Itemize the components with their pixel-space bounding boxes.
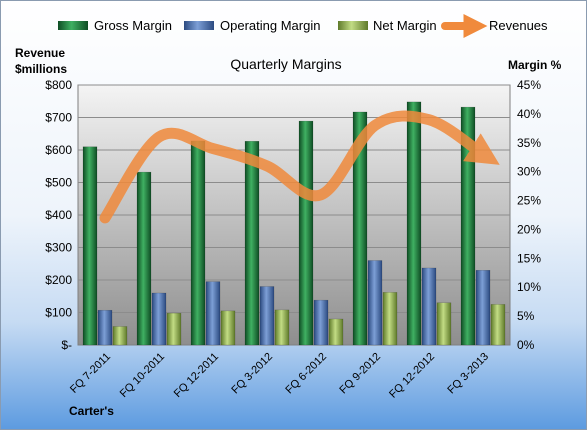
legend-swatch-net-margin (338, 21, 368, 30)
gross-margin-bar (460, 106, 476, 346)
net-margin-bar (274, 309, 290, 346)
legend-swatch-operating-margin (184, 21, 214, 30)
category-label: FQ 10-2011 (118, 351, 167, 400)
operating-margin-bar (97, 309, 113, 346)
category-label: FQ 12-2012 (387, 351, 437, 401)
left-axis-title-line1: Revenue (15, 46, 65, 60)
category-label: FQ 3-2012 (229, 351, 275, 397)
revenues-line (99, 110, 500, 224)
gross-margin-bar (352, 111, 368, 346)
category-label: FQ 12-2011 (172, 351, 221, 400)
right-axis-tick-label: 0% (517, 338, 535, 352)
legend-swatch-gross-margin (58, 21, 88, 30)
company-label: Carter's (69, 404, 114, 418)
left-axis-tick-label: $600 (45, 143, 72, 157)
right-axis-tick-label: 35% (517, 136, 541, 150)
net-margin-bar (112, 326, 128, 346)
right-axis-tick-label: 40% (517, 107, 541, 121)
legend-label-net-margin: Net Margin (373, 18, 437, 33)
legend-item-net-margin: Net Margin (338, 18, 437, 33)
legend-label-operating-margin: Operating Margin (220, 18, 320, 33)
left-axis-tick-label: $300 (45, 241, 72, 255)
left-axis-tick-label: $400 (45, 208, 72, 222)
net-margin-bar (220, 310, 236, 346)
left-axis-ticks: $- $100 $200 $300 $400 $500 $600 $700 $800 (45, 78, 72, 352)
category-label: FQ 6-2012 (283, 351, 329, 397)
operating-margin-bar (259, 286, 275, 346)
right-axis-tick-label: 45% (517, 78, 541, 92)
net-margin-bar (436, 302, 452, 346)
right-axis-tick-label: 30% (517, 165, 541, 179)
operating-margin-bar (313, 299, 329, 346)
chart-title: Quarterly Margins (230, 56, 341, 72)
legend-label-revenues: Revenues (489, 18, 548, 33)
right-axis-title: Margin % (508, 58, 562, 72)
operating-margin-bar (475, 270, 491, 346)
legend-item-revenues: Revenues (441, 14, 548, 38)
left-axis-title-line2: $millions (15, 62, 67, 76)
net-margin-bar (328, 318, 344, 346)
category-label: FQ 9-2012 (337, 351, 383, 397)
net-margin-bar (166, 312, 182, 346)
right-axis-ticks: 0% 5% 10% 15% 20% 25% 30% 35% 40% 45% (517, 78, 541, 352)
right-axis-tick-label: 25% (517, 194, 541, 208)
left-axis-tick-label: $500 (45, 176, 72, 190)
gross-margin-bar (190, 140, 206, 346)
right-axis-tick-label: 10% (517, 280, 541, 294)
right-axis-tick-label: 20% (517, 222, 541, 236)
category-label: FQ 3-2013 (445, 351, 491, 397)
bars (82, 101, 506, 346)
left-axis-tick-label: $100 (45, 306, 72, 320)
net-margin-bar (382, 292, 398, 346)
revenues-series-line (99, 110, 500, 224)
left-axis-tick-label: $800 (45, 78, 72, 92)
category-label: FQ 7-2011 (68, 351, 113, 396)
category-labels: FQ 7-2011 FQ 10-2011 FQ 12-2011 FQ 3-2012 FQ… (68, 351, 491, 401)
operating-margin-bar (421, 267, 437, 346)
legend-label-gross-margin: Gross Margin (94, 18, 172, 33)
right-axis-tick-label: 5% (517, 309, 535, 323)
gross-margin-bar (406, 101, 422, 346)
gross-margin-bar (136, 171, 152, 346)
operating-margin-bar (367, 260, 383, 346)
operating-margin-bar (151, 292, 167, 346)
left-axis-tick-label: $- (61, 338, 72, 352)
gross-margin-bar (82, 146, 98, 346)
left-axis-tick-label: $700 (45, 111, 72, 125)
legend-item-gross-margin: Gross Margin (58, 18, 172, 33)
gross-margin-bar (244, 140, 260, 346)
right-axis-tick-label: 15% (517, 251, 541, 265)
left-axis-tick-label: $200 (45, 273, 72, 287)
net-margin-bar (490, 304, 506, 346)
legend: Gross Margin Operating Margin Net Margin… (58, 14, 548, 38)
legend-item-operating-margin: Operating Margin (184, 18, 320, 33)
gross-margin-bar (298, 120, 314, 346)
operating-margin-bar (205, 281, 221, 346)
